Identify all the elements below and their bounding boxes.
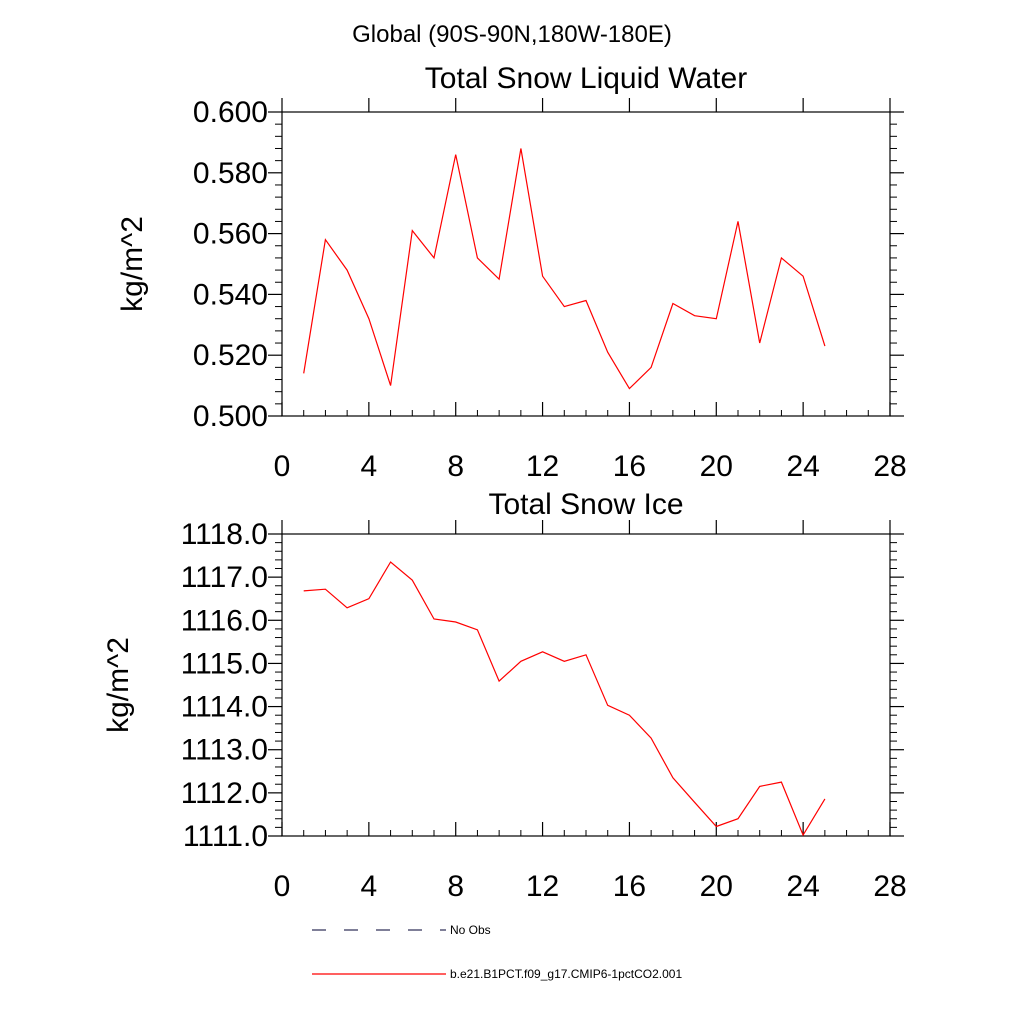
y-tick-label: 0.520: [193, 339, 268, 372]
data-point: [606, 704, 609, 707]
data-point: [671, 302, 674, 305]
data-point: [433, 617, 436, 620]
y-tick-label: 0.600: [193, 96, 268, 129]
data-point: [606, 351, 609, 354]
data-point: [585, 299, 588, 302]
x-tick-label: 12: [526, 450, 559, 483]
data-point: [389, 384, 392, 387]
data-point: [476, 256, 479, 259]
x-tick-label: 20: [700, 450, 733, 483]
data-point: [737, 220, 740, 223]
data-point: [302, 589, 305, 592]
data-point: [324, 588, 327, 591]
data-point: [433, 256, 436, 259]
data-point: [650, 737, 653, 740]
chart-title: Total Snow Liquid Water: [425, 62, 747, 95]
chart-panel-2: Total Snow Ice kg/m^2 0 4 8 12 16 20 24 28 1111.0 1…: [102, 488, 907, 903]
data-point: [758, 342, 761, 345]
x-tick-label: 24: [786, 870, 819, 903]
data-point: [780, 781, 783, 784]
x-tick-label: 12: [526, 870, 559, 903]
y-tick-label: 0.500: [193, 400, 268, 433]
data-point: [541, 650, 544, 653]
x-tick-label: 16: [613, 870, 646, 903]
data-point: [737, 817, 740, 820]
chart-title: Total Snow Ice: [488, 488, 683, 521]
data-point: [367, 597, 370, 600]
plot-frame: [281, 533, 891, 837]
chart-panel-1: Total Snow Liquid Water kg/m^2 0 4 8 12 16 20 24…: [116, 62, 907, 483]
data-point: [454, 153, 457, 156]
series-line-1: [303, 561, 826, 837]
legend: No Obs b.e21.B1PCT.f09_g17.CMIP6-1pctCO2.…: [312, 923, 682, 981]
x-tick-label: 28: [873, 870, 906, 903]
x-tick-label: 8: [447, 870, 464, 903]
data-point: [823, 797, 826, 800]
data-point: [454, 621, 457, 624]
data-point: [498, 278, 501, 281]
y-tick-label: 0.540: [193, 278, 268, 311]
data-point: [389, 561, 392, 564]
x-tick-label: 20: [700, 870, 733, 903]
x-tick-label: 0: [274, 870, 291, 903]
data-point: [367, 317, 370, 320]
data-point: [302, 372, 305, 375]
y-tick-label: 1115.0: [181, 647, 268, 680]
x-tick-label: 16: [613, 450, 646, 483]
y-tick-label: 1116.0: [181, 604, 268, 637]
y-tick-label: 1117.0: [181, 561, 268, 594]
x-tick-label: 28: [873, 450, 906, 483]
data-point: [346, 606, 349, 609]
data-point: [563, 305, 566, 308]
data-point: [476, 628, 479, 631]
data-point: [585, 653, 588, 656]
x-tick-label: 8: [447, 450, 464, 483]
data-point: [780, 256, 783, 259]
region-title: Global (90S-90N,180W-180E): [352, 21, 672, 48]
x-tick-label: 24: [786, 450, 819, 483]
data-point: [411, 579, 414, 582]
data-point: [324, 238, 327, 241]
y-tick-label: 0.560: [193, 218, 268, 251]
data-point: [758, 785, 761, 788]
data-point: [346, 269, 349, 272]
legend-label-2: b.e21.B1PCT.f09_g17.CMIP6-1pctCO2.001: [450, 967, 682, 981]
y-axis-label: kg/m^2: [116, 216, 149, 312]
y-tick-label: 1112.0: [181, 777, 268, 810]
data-point: [715, 317, 718, 320]
chart-panels: Total Snow Liquid Water kg/m^2 0 4 8 12 16 20 24…: [102, 62, 907, 903]
data-point: [671, 776, 674, 779]
data-point: [802, 275, 805, 278]
x-tick-label: 4: [361, 870, 378, 903]
plot-frame: [281, 111, 891, 417]
data-point: [519, 147, 522, 150]
data-point: [628, 387, 631, 390]
y-tick-label: 0.580: [193, 157, 268, 190]
data-point: [650, 366, 653, 369]
y-axis-label: kg/m^2: [102, 637, 135, 733]
x-tick-label: 4: [361, 450, 378, 483]
data-point: [628, 714, 631, 717]
y-tick-label: 1114.0: [181, 691, 268, 724]
y-tick-label: 1111.0: [183, 820, 268, 853]
data-point: [802, 834, 805, 837]
data-point: [715, 825, 718, 828]
data-point: [563, 660, 566, 663]
data-point: [693, 801, 696, 804]
x-tick-label: 0: [274, 450, 291, 483]
data-point: [411, 229, 414, 232]
y-tick-label: 1113.0: [181, 734, 268, 767]
data-point: [498, 680, 501, 683]
data-point: [519, 660, 522, 663]
data-point: [823, 345, 826, 348]
legend-label-1: No Obs: [450, 923, 491, 937]
series-line-1: [303, 148, 826, 390]
y-tick-label: 1118.0: [181, 518, 268, 551]
data-point: [541, 275, 544, 278]
data-point: [693, 314, 696, 317]
